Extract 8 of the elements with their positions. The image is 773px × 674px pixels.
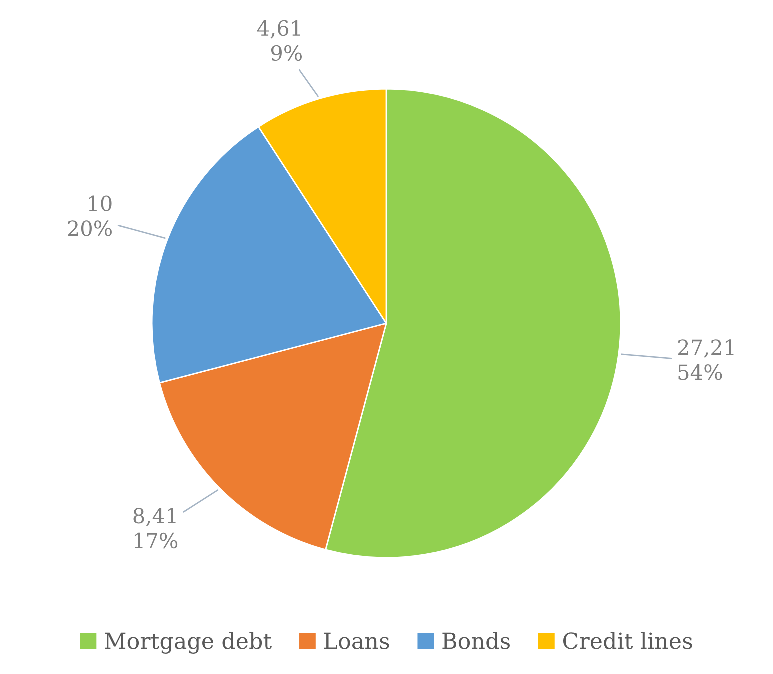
legend-label: Loans <box>324 632 390 650</box>
legend-label: Bonds <box>442 632 510 650</box>
data-label: 27,21 54% <box>678 340 734 380</box>
data-label: 10 20% <box>68 196 112 236</box>
legend-label: Credit lines <box>563 632 692 650</box>
data-label: 8,41 17% <box>134 508 178 549</box>
legend-label: Mortgage debt <box>105 632 272 654</box>
data-label: 4,61 9% <box>257 20 302 62</box>
